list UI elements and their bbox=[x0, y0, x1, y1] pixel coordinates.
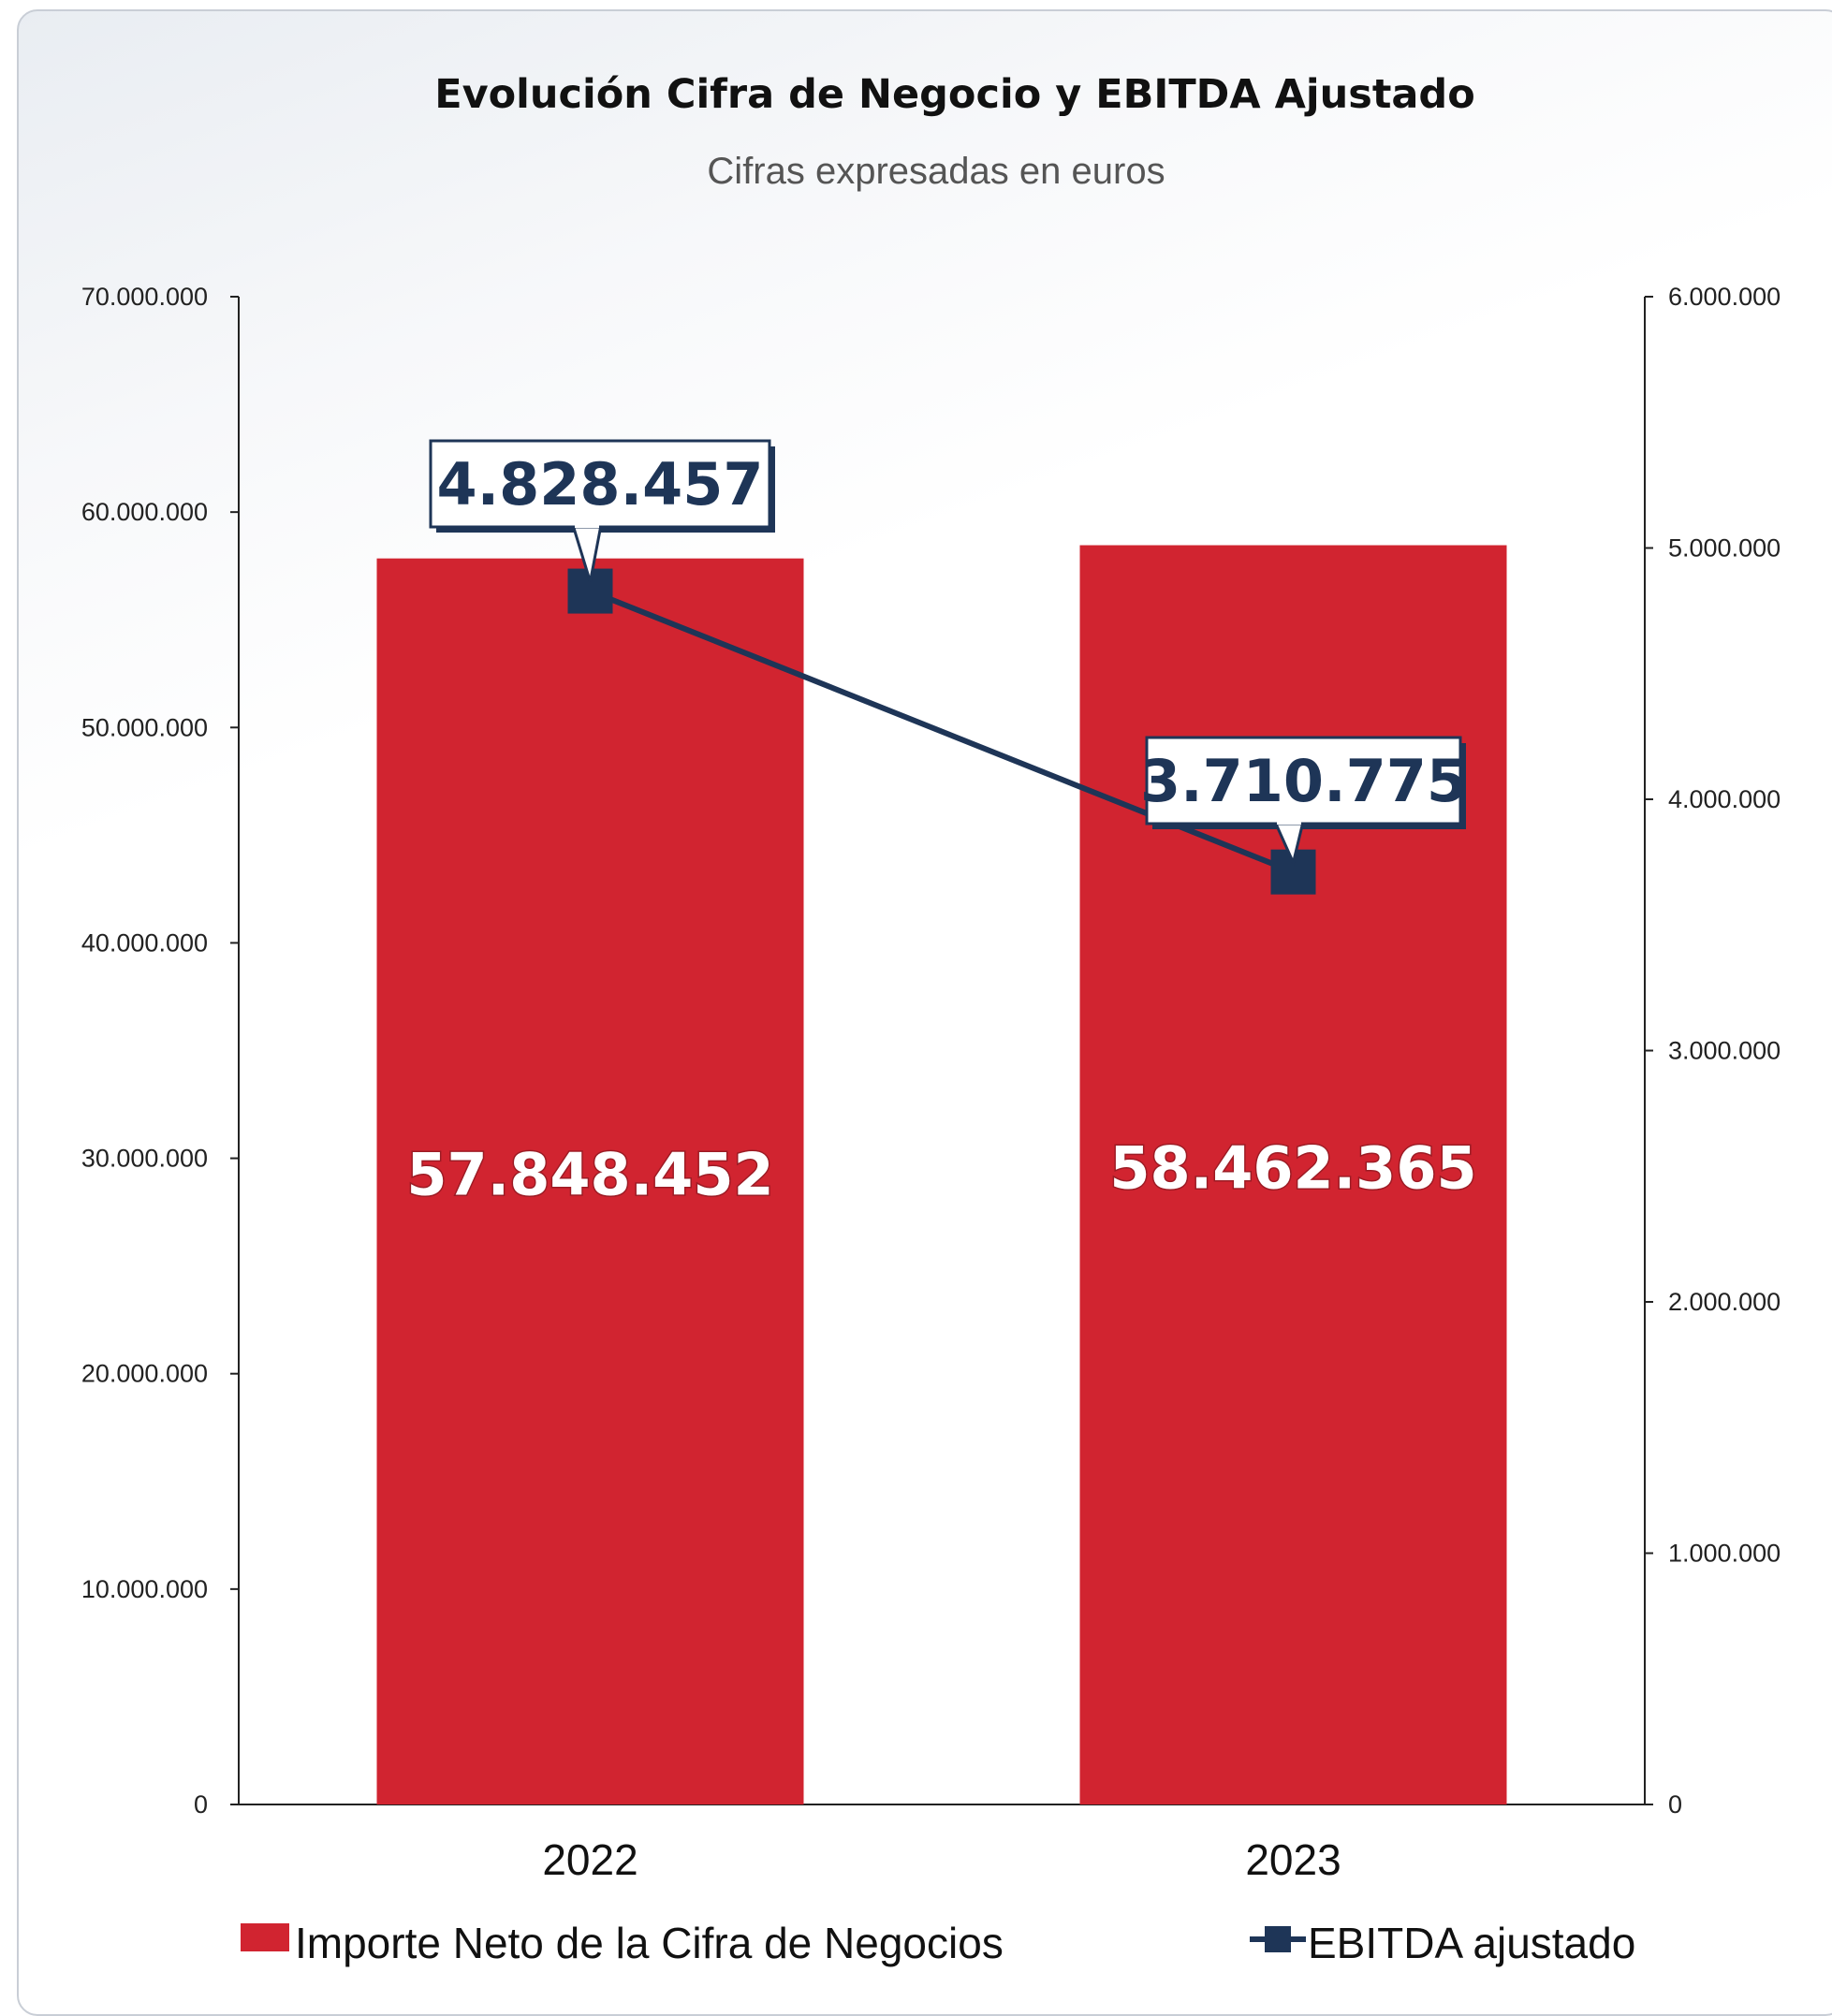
bar-data-label: 57.848.452 bbox=[406, 1140, 773, 1208]
right-tick-label: 1.000.000 bbox=[1668, 1540, 1781, 1568]
left-tick-label: 0 bbox=[194, 1790, 208, 1819]
legend-marker-swatch bbox=[1265, 1926, 1291, 1952]
chart-title: Evolución Cifra de Negocio y EBITDA Ajus… bbox=[434, 71, 1475, 118]
legend-bar-swatch bbox=[241, 1923, 289, 1951]
right-tick-label: 5.000.000 bbox=[1668, 534, 1781, 562]
left-tick-label: 20.000.000 bbox=[81, 1360, 208, 1388]
left-tick-label: 40.000.000 bbox=[81, 928, 208, 957]
bars: 57.848.452 58.462.365 bbox=[376, 545, 1507, 1804]
callout-box bbox=[429, 439, 771, 529]
x-category-label: 2023 bbox=[1245, 1835, 1341, 1884]
right-tick-label: 3.000.000 bbox=[1668, 1037, 1781, 1065]
left-tick-label: 70.000.000 bbox=[81, 283, 208, 311]
right-tick-label: 0 bbox=[1668, 1790, 1682, 1819]
left-tick-label: 50.000.000 bbox=[81, 713, 208, 741]
x-category-label: 2022 bbox=[542, 1835, 638, 1884]
axes: 0 10.000.000 20.000.000 30.000.000 40.000.00… bbox=[81, 283, 1781, 1884]
legend: Importe Neto de la Cifra de Negocios EBIT… bbox=[241, 1919, 1635, 1967]
ebitda-data-label: 4.828.457 bbox=[436, 450, 763, 519]
ebitda-data-label: 3.710.775 bbox=[1140, 747, 1467, 815]
legend-label-ebitda: EBITDA ajustado bbox=[1308, 1919, 1635, 1967]
left-tick-label: 30.000.000 bbox=[81, 1145, 208, 1173]
ebitda-callout: 4.828.457 bbox=[429, 439, 775, 582]
legend-label-importe: Importe Neto de la Cifra de Negocios bbox=[295, 1919, 1004, 1967]
ebitda-callout: 3.710.775 bbox=[1140, 736, 1467, 868]
callout-box bbox=[1145, 736, 1462, 825]
right-tick-label: 4.000.000 bbox=[1668, 785, 1781, 813]
chart-subtitle: Cifras expresadas en euros bbox=[707, 151, 1165, 192]
left-tick-label: 10.000.000 bbox=[81, 1575, 208, 1603]
right-tick-label: 2.000.000 bbox=[1668, 1288, 1781, 1316]
bar-2022 bbox=[376, 558, 804, 1804]
bar-data-label: 58.462.365 bbox=[1109, 1133, 1476, 1202]
chart-card bbox=[17, 9, 1832, 2016]
ebitda-line-group: 4.828.457 3.710.775 bbox=[429, 439, 1467, 895]
left-tick-label: 60.000.000 bbox=[81, 498, 208, 526]
right-tick-label: 6.000.000 bbox=[1668, 283, 1781, 311]
